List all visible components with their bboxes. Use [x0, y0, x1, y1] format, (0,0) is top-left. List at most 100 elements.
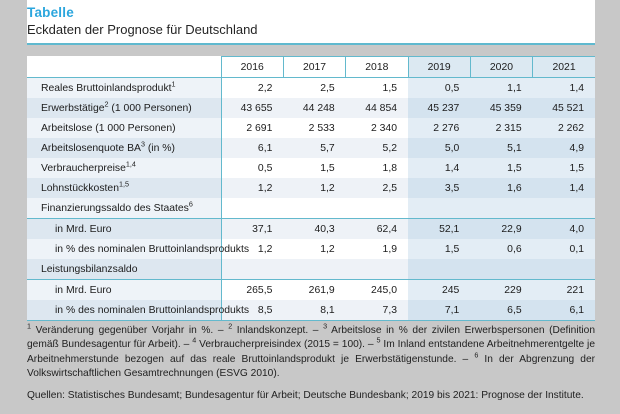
cell-2021: 4,0: [532, 218, 595, 239]
cell-2016: 1,2: [221, 239, 284, 259]
cell-2017: 8,1: [283, 300, 346, 321]
cell-2019: [408, 259, 471, 280]
cell-2021: 4,9: [532, 138, 595, 158]
cell-2019: 0,5: [408, 77, 471, 98]
year-header-2021: 2021: [532, 56, 595, 78]
cell-2019: 1,4: [408, 158, 471, 178]
source-text: Quellen: Statistisches Bundesamt; Bundes…: [27, 389, 584, 401]
table-subtitle: Eckdaten der Prognose für Deutschland: [27, 22, 258, 37]
cell-2018: [345, 198, 408, 219]
cell-2021: 221: [532, 279, 595, 300]
row-label: Arbeitslose (1 000 Personen): [27, 118, 222, 138]
cell-2021: 1,4: [532, 77, 595, 98]
footnote-marker: 1: [171, 79, 176, 89]
cell-2016: 8,5: [221, 300, 284, 321]
table-row: Arbeitslosenquote BA3 (in %) 6,1 5,7 5,2 5,0…: [27, 138, 595, 158]
year-header-2016: 2016: [220, 56, 284, 78]
cell-2017: 2,5: [283, 77, 346, 98]
footnote-marker: 2: [104, 99, 109, 109]
cell-2020: 1,6: [470, 178, 533, 198]
footnote-marker: 1,5: [118, 179, 129, 189]
year-header-2017: 2017: [282, 56, 346, 78]
table-row: Arbeitslose (1 000 Personen) 2 691 2 533 2 …: [27, 118, 595, 138]
cell-2016: 2,2: [221, 77, 284, 98]
cell-2020: [470, 198, 533, 219]
cell-2021: 2 262: [532, 118, 595, 138]
table-row: in % des nominalen Bruttoinlandsprodukts…: [27, 300, 595, 321]
year-header-2020: 2020: [469, 56, 533, 78]
cell-2021: 45 521: [532, 98, 595, 118]
cell-2018: 7,3: [345, 300, 408, 321]
cell-2019: 3,5: [408, 178, 471, 198]
table-body: Reales Bruttoinlandsprodukt1 2,2 2,5 1,5 0,5…: [27, 77, 595, 321]
table-row: Verbraucherpreise1,4 0,5 1,5 1,8 1,4 1,5 1,5: [27, 158, 595, 178]
cell-2019: 5,0: [408, 138, 471, 158]
row-label: Verbraucherpreise1,4: [27, 158, 222, 178]
cell-2019: 2 276: [408, 118, 471, 138]
cell-2020: 229: [470, 279, 533, 300]
row-label: Erwerbstätige2 (1 000 Personen): [27, 98, 222, 118]
cell-2020: 45 359: [470, 98, 533, 118]
cell-2020: 0,6: [470, 239, 533, 259]
cell-2017: 1,5: [283, 158, 346, 178]
cell-2016: 265,5: [221, 279, 284, 300]
cell-2017: 1,2: [283, 239, 346, 259]
row-label: Lohnstückkosten1,5: [27, 178, 222, 198]
year-header-2019: 2019: [407, 56, 471, 78]
cell-2020: 1,5: [470, 158, 533, 178]
cell-2018: 1,8: [345, 158, 408, 178]
cell-2019: 52,1: [408, 218, 471, 239]
cell-2021: 1,4: [532, 178, 595, 198]
cell-2020: 5,1: [470, 138, 533, 158]
source-line: Quellen: Statistisches Bundesamt; Bundes…: [27, 381, 595, 404]
cell-2018: [345, 259, 408, 280]
cell-2016: 37,1: [221, 218, 284, 239]
cell-2021: 0,1: [532, 239, 595, 259]
table-row: Lohnstückkosten1,5 1,2 1,2 2,5 3,5 1,6 1,4: [27, 178, 595, 198]
cell-2018: 1,5: [345, 77, 408, 98]
eckdaten-table: 2016 2017 2018 2019 2020 2021 Reales Bruttoin…: [27, 56, 595, 321]
header-label-cell: [27, 56, 222, 78]
row-label: Finanzierungssaldo des Staates6: [27, 198, 222, 219]
row-label: in % des nominalen Bruttoinlandsprodukts: [27, 239, 249, 259]
cell-2016: 43 655: [221, 98, 284, 118]
cell-2017: 40,3: [283, 218, 346, 239]
cell-2019: 1,5: [408, 239, 471, 259]
footnotes: 1 Veränderung gegenüber Vorjahr in %. – …: [27, 321, 595, 382]
cell-2017: 2 533: [283, 118, 346, 138]
cell-2016: 6,1: [221, 138, 284, 158]
table-row: Erwerbstätige2 (1 000 Personen) 43 655 44 …: [27, 98, 595, 118]
footnote-marker: 6: [188, 199, 193, 209]
cell-2021: 6,1: [532, 300, 595, 321]
year-header-row: 2016 2017 2018 2019 2020 2021: [27, 56, 595, 78]
cell-2018: 5,2: [345, 138, 408, 158]
cell-2017: 1,2: [283, 178, 346, 198]
cell-2020: [470, 259, 533, 280]
cell-2018: 2 340: [345, 118, 408, 138]
cell-2020: 2 315: [470, 118, 533, 138]
cell-2018: 245,0: [345, 279, 408, 300]
header-rule: [27, 43, 595, 45]
cell-2019: 45 237: [408, 98, 471, 118]
row-label: Reales Bruttoinlandsprodukt1: [27, 77, 222, 98]
cell-2016: [221, 198, 284, 219]
cell-2021: [532, 259, 595, 280]
table-sheet: Tabelle Eckdaten der Prognose für Deutsc…: [27, 0, 595, 404]
cell-2019: 7,1: [408, 300, 471, 321]
table-row: in Mrd. Euro 265,5 261,9 245,0 245 229 221: [27, 279, 595, 300]
cell-2017: 261,9: [283, 279, 346, 300]
cell-2017: [283, 198, 346, 219]
footnote-marker: 1,4: [125, 159, 136, 169]
footnote-text: 1 Veränderung gegenüber Vorjahr in %. – …: [27, 321, 596, 380]
footnote-marker: 3: [140, 139, 145, 149]
table-row: Reales Bruttoinlandsprodukt1 2,2 2,5 1,5 0,5…: [27, 77, 595, 98]
cell-2016: [221, 259, 284, 280]
cell-2018: 1,9: [345, 239, 408, 259]
year-header-2018: 2018: [345, 56, 408, 78]
cell-2019: 245: [408, 279, 471, 300]
cell-2018: 62,4: [345, 218, 408, 239]
cell-2016: 1,2: [221, 178, 284, 198]
row-label: Arbeitslosenquote BA3 (in %): [27, 138, 222, 158]
row-label: Leistungsbilanzsaldo: [27, 259, 222, 280]
